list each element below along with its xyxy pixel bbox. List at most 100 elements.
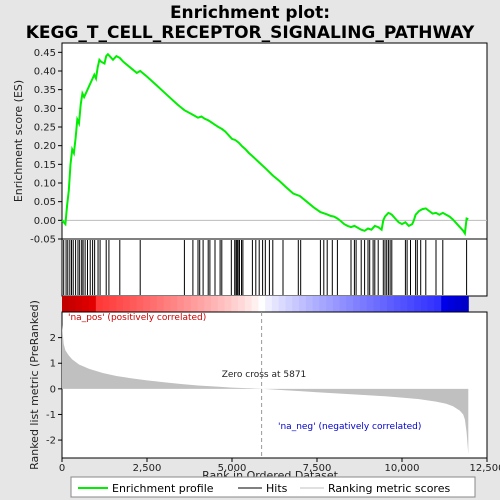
es-panel-ticks: -0.05 0.00 0.05 0.10 0.15 0.20 0.25 0.30 0.35 0.4… [30,48,62,246]
x-axis-ticks: 0 2,500 5,000 7,500 10,000 12,500 [59,458,500,474]
color-bar-segment [461,296,469,312]
color-bar-segment [122,296,131,312]
color-bar-segment [278,296,286,312]
es-ytick-label: 0.00 [34,216,56,227]
x-tick-label: 12,500 [470,463,500,474]
ranking-color-bar [62,296,469,312]
es-ytick-label: 0.25 [34,123,56,134]
color-bar-segment [136,296,144,312]
color-bar-segment [359,296,368,312]
color-bar-segment [407,296,415,312]
x-tick-label: 2,500 [133,463,162,474]
color-bar-segment [332,296,341,312]
color-bar-segment [400,296,408,312]
metric-area [62,324,469,455]
color-bar-segment [82,296,90,312]
color-bar-segment [68,296,77,312]
color-bar-segment [393,296,402,312]
color-bar-segment [177,296,185,312]
x-tick-label: 5,000 [218,463,247,474]
color-bar-segment [319,296,327,312]
color-bar-segment [312,296,320,312]
metric-ytick-label: -2 [46,436,56,447]
es-ylabel: Enrichment score (ES) [12,80,25,202]
color-bar-segment [420,296,429,312]
x-tick-label: 7,500 [303,463,332,474]
color-bar-segment [346,296,354,312]
color-bar-segment [292,296,300,312]
es-ytick-label: 0.15 [34,160,56,171]
color-bar-segment [271,296,280,312]
neg-label: 'na_neg' (negatively correlated) [278,422,421,432]
color-bar-segment [434,296,442,312]
color-bar-segment [89,296,97,312]
color-bar-segment [427,296,435,312]
color-bar-segment [454,296,463,312]
color-bar-segment [116,296,124,312]
color-bar-segment [244,296,253,312]
pos-label: 'na_pos' (positively correlated) [68,313,206,323]
metric-panel-ticks: -2 -1 0 1 2 [46,333,62,447]
es-ytick-label: -0.05 [30,235,56,246]
metric-ytick-label: 0 [50,384,56,395]
color-bar-segment [387,296,395,312]
chart-title-line1: Enrichment plot: [170,3,330,23]
es-panel [61,42,488,240]
color-bar-segment [285,296,293,312]
x-tick-label: 10,000 [385,463,420,474]
color-bar-segment [366,296,374,312]
zero-cross-label: Zero cross at 5871 [222,370,307,380]
metric-ylabel: Ranked list metric (PreRanked) [28,300,41,470]
color-bar-segment [183,296,192,312]
color-bar-segment [210,296,219,312]
color-bar-segment [62,296,70,312]
es-ytick-label: 0.45 [34,48,56,59]
color-bar-segment [170,296,178,312]
color-bar-segment [447,296,456,312]
color-bar-segment [414,296,422,312]
color-bar-segment [95,296,104,312]
color-bar-segment [102,296,110,312]
color-bar-segment [265,296,273,312]
es-ytick-label: 0.20 [34,141,56,152]
es-ytick-label: 0.40 [34,67,56,78]
color-bar-segment [326,296,334,312]
color-bar-segment [380,296,388,312]
metric-ytick-label: 2 [50,333,56,344]
es-ytick-label: 0.10 [34,179,56,190]
color-bar-segment [258,296,266,312]
color-bar-segment [305,296,314,312]
color-bar-segment [156,296,165,312]
color-bar-segment [163,296,171,312]
color-bar-segment [373,296,381,312]
chart-title-line2: KEGG_T_CELL_RECEPTOR_SIGNALING_PATHWAY [26,23,475,43]
es-line [61,52,469,237]
legend-es-label: Enrichment profile [112,482,214,495]
color-bar-segment [109,296,117,312]
color-bar-segment [299,296,307,312]
color-bar-segment [197,296,205,312]
es-ytick-label: 0.35 [34,85,56,96]
hits-panel [61,238,488,297]
color-bar-segment [238,296,246,312]
color-bar-segment [353,296,361,312]
color-bar-segment [75,296,83,312]
color-bar-segment [231,296,239,312]
legend-box [70,476,476,498]
color-bar-segment [217,296,226,312]
metric-ytick-label: 1 [50,359,56,370]
legend-metric-label: Ranking metric scores [328,482,450,495]
color-bar-segment [204,296,212,312]
x-tick-label: 0 [59,463,65,474]
color-bar-segment [251,296,259,312]
color-bar-segment [143,296,151,312]
es-ytick-label: 0.05 [34,197,56,208]
hits-group [63,240,468,295]
es-ytick-label: 0.30 [34,104,56,115]
color-bar-segment [129,296,137,312]
color-bar-segment [339,296,347,312]
legend-hits-label: Hits [266,482,288,495]
color-bar-segment [224,296,232,312]
color-bar-segment [150,296,158,312]
